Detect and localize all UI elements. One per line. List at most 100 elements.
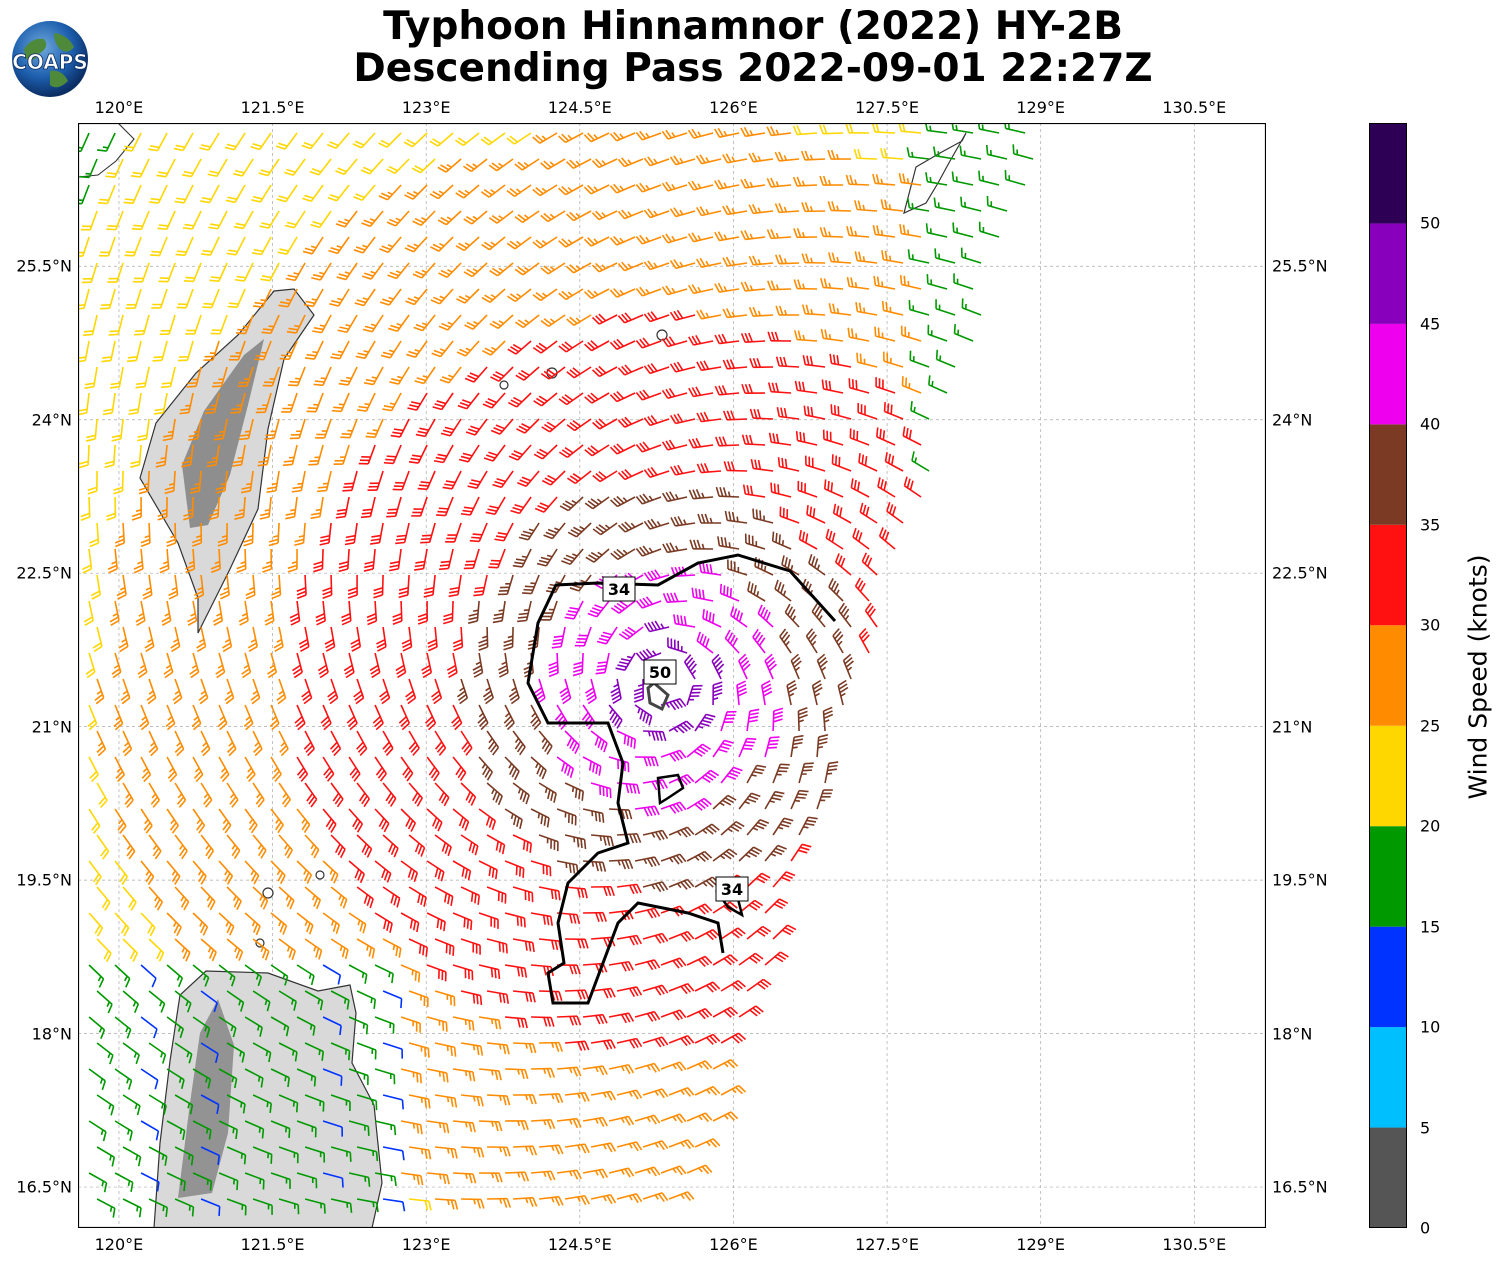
wind-barb — [878, 527, 896, 550]
wind-barb — [192, 1068, 212, 1089]
wind-barb — [233, 210, 254, 230]
wind-barb — [634, 907, 661, 919]
wind-barb — [284, 210, 306, 229]
wind-barb — [335, 210, 358, 228]
wind-barb — [430, 288, 454, 305]
wind-barb — [174, 1198, 195, 1217]
wind-barb — [434, 938, 455, 956]
wind-barb — [207, 158, 228, 178]
logo-text: COAPS — [12, 50, 88, 74]
wind-barb — [513, 1042, 537, 1054]
wind-barb — [438, 548, 454, 571]
wind-barb — [296, 756, 309, 782]
wind-barb — [635, 337, 662, 349]
wind-barb — [910, 401, 930, 420]
tick-label: 25.5°N — [1272, 256, 1328, 276]
wind-barb — [540, 314, 566, 328]
wind-barb — [490, 418, 514, 435]
wind-barb — [513, 1094, 537, 1105]
wind-map: 34 50 34 — [78, 123, 1266, 1228]
wind-barb — [114, 860, 129, 886]
wind-barb — [486, 886, 507, 904]
wind-barb — [473, 574, 488, 597]
wind-barb — [270, 912, 288, 935]
wind-barb — [590, 1142, 617, 1153]
wind-barb — [356, 392, 376, 412]
wind-barb — [382, 1094, 404, 1110]
wind-barb — [746, 764, 767, 784]
wind-barb — [302, 236, 324, 255]
wind-barb — [452, 626, 464, 652]
wind-barb — [303, 730, 315, 757]
wind-barb — [643, 414, 670, 427]
wind-barb — [634, 856, 661, 868]
wind-barb — [201, 236, 220, 256]
wind-barb — [506, 236, 532, 250]
wind-barb — [643, 620, 670, 633]
wind-barb — [952, 222, 974, 238]
wind-barb — [505, 1171, 530, 1182]
wind-barb — [296, 860, 313, 884]
wind-barb — [400, 860, 419, 883]
wind-barb — [252, 938, 270, 961]
wind-barb — [166, 1016, 184, 1039]
colorbar-segment — [1369, 625, 1407, 726]
wind-barb — [365, 418, 384, 439]
wind-barb — [660, 801, 687, 814]
wind-barb — [179, 392, 194, 415]
wind-barb — [540, 262, 566, 275]
wind-barb — [746, 978, 772, 992]
wind-barb — [744, 533, 766, 550]
wind-barb — [746, 872, 771, 888]
wind-barb — [517, 470, 540, 488]
wind-barb — [374, 964, 394, 984]
wind-barb — [899, 224, 922, 238]
wind-barb — [481, 236, 506, 251]
wind-barb — [296, 1172, 318, 1189]
tick-label: 124.5°E — [547, 1235, 612, 1254]
wind-barb — [487, 1146, 511, 1157]
wind-barb — [278, 938, 296, 961]
wind-barb — [234, 262, 254, 282]
wind-barb — [304, 1198, 326, 1214]
wind-barb — [584, 496, 610, 510]
wind-barb — [374, 912, 393, 933]
tick-label: 126°E — [709, 1235, 758, 1254]
wind-barb — [772, 817, 794, 836]
wind-barb — [741, 434, 766, 446]
wind-barb — [616, 1141, 643, 1152]
wind-barb — [461, 1198, 485, 1209]
wind-barb — [898, 172, 922, 186]
wind-barb — [490, 366, 514, 382]
wind-barb — [482, 392, 506, 409]
wind-barb — [668, 826, 695, 838]
wind-barb — [267, 652, 278, 679]
wind-barb — [170, 626, 181, 653]
wind-barb — [90, 574, 101, 600]
wind-barb — [244, 808, 258, 834]
wind-barb — [694, 1085, 721, 1096]
wind-barb — [133, 548, 144, 574]
wind-barb — [642, 1192, 669, 1203]
wind-barb — [270, 1016, 290, 1037]
wind-barb — [292, 652, 304, 679]
wind-barb — [260, 262, 280, 282]
wind-barb — [296, 1016, 316, 1036]
wind-barb — [448, 574, 462, 598]
wind-barb — [363, 366, 384, 386]
wind-barb — [181, 158, 202, 178]
wind-barb — [379, 236, 402, 254]
wind-barb — [688, 437, 714, 449]
wind-barb — [750, 458, 774, 472]
wind-barb — [564, 782, 585, 801]
wind-barb — [538, 1195, 564, 1207]
wind-barb — [861, 552, 878, 576]
wind-barb — [166, 1068, 185, 1090]
wind-barb — [609, 183, 636, 194]
wind-barb — [877, 477, 896, 498]
wind-barb — [634, 1010, 661, 1022]
wind-barb — [1012, 144, 1034, 160]
wind-barb — [166, 860, 181, 885]
wind-barb — [712, 739, 734, 758]
wind-barb — [356, 1146, 379, 1162]
